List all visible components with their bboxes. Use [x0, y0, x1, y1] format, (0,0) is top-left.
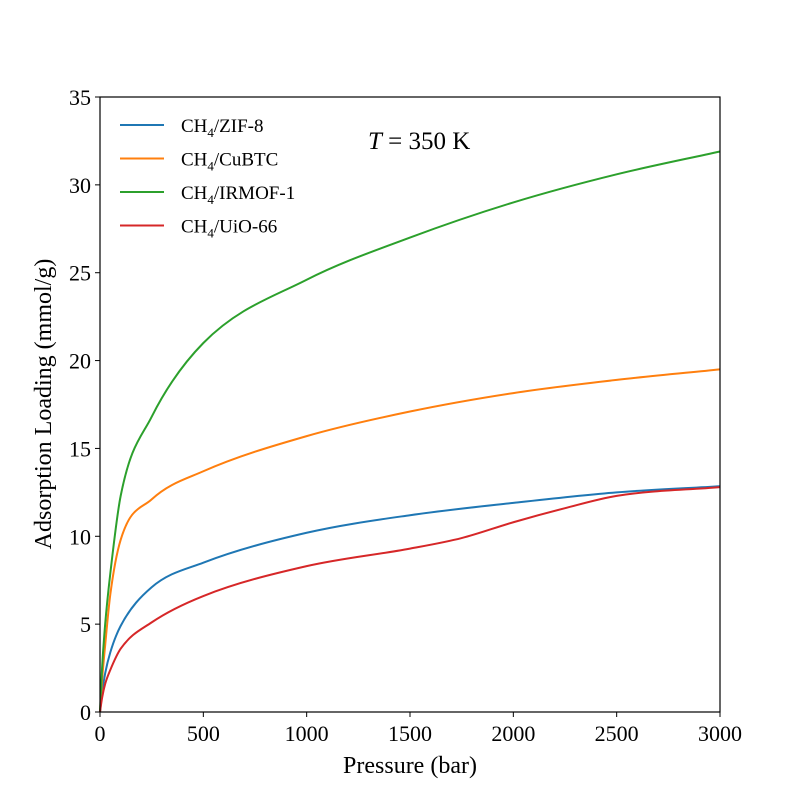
series-lines [99, 150, 721, 713]
legend-label-subscript: 4 [207, 159, 214, 174]
temperature-value: = 350 K [382, 128, 470, 155]
x-tick-label: 500 [187, 721, 220, 746]
y-tick-label: 35 [69, 85, 91, 110]
y-tick-label: 20 [69, 349, 91, 374]
legend-entry-irmof-1: CH4/IRMOF-1 [181, 183, 295, 207]
x-tick-label: 2500 [595, 721, 639, 746]
legend-entry-zif-8: CH4/ZIF-8 [181, 116, 264, 140]
temperature-symbol: T [368, 128, 384, 155]
temperature-annotation: T = 350 K [368, 128, 470, 155]
y-tick-label: 25 [69, 261, 91, 286]
x-tick-label: 1500 [388, 721, 432, 746]
x-tick-label: 0 [95, 721, 106, 746]
legend-label-rest: /UiO-66 [214, 217, 277, 238]
legend-label-rest: /CuBTC [214, 150, 278, 171]
legend-label-main: CH [181, 116, 208, 137]
legend-label-subscript: 4 [207, 192, 214, 207]
x-tick-label: 3000 [698, 721, 742, 746]
x-axis-ticks: 0 500 1000 1500 2000 2500 3000 [95, 712, 742, 746]
legend-label-rest: /ZIF-8 [214, 116, 264, 137]
y-tick-label: 15 [69, 436, 91, 461]
series-line-zif-8 [99, 485, 721, 713]
series-line-irmof-1 [99, 150, 721, 713]
series-line-cubtc [99, 368, 721, 713]
y-tick-label: 10 [69, 524, 91, 549]
x-axis-label: Pressure (bar) [343, 753, 477, 779]
x-tick-label: 1000 [285, 721, 329, 746]
legend-label-main: CH [181, 217, 208, 238]
legend-label-subscript: 4 [207, 125, 214, 140]
series-line-uio-66 [99, 486, 721, 713]
x-tick-label: 2000 [491, 721, 535, 746]
legend-entry-uio-66: CH4/UiO-66 [181, 217, 277, 241]
y-tick-label: 30 [69, 173, 91, 198]
y-tick-label: 5 [80, 612, 91, 637]
legend-label-rest: /IRMOF-1 [214, 183, 295, 204]
legend-label-main: CH [181, 150, 208, 171]
legend-label-main: CH [181, 183, 208, 204]
legend-entry-cubtc: CH4/CuBTC [181, 150, 278, 174]
legend-label-subscript: 4 [207, 226, 214, 241]
y-tick-label: 0 [80, 700, 91, 725]
y-axis-ticks: 0 5 10 15 20 25 30 35 [69, 85, 100, 725]
y-axis-label: Adsorption Loading (mmol/g) [31, 259, 57, 550]
